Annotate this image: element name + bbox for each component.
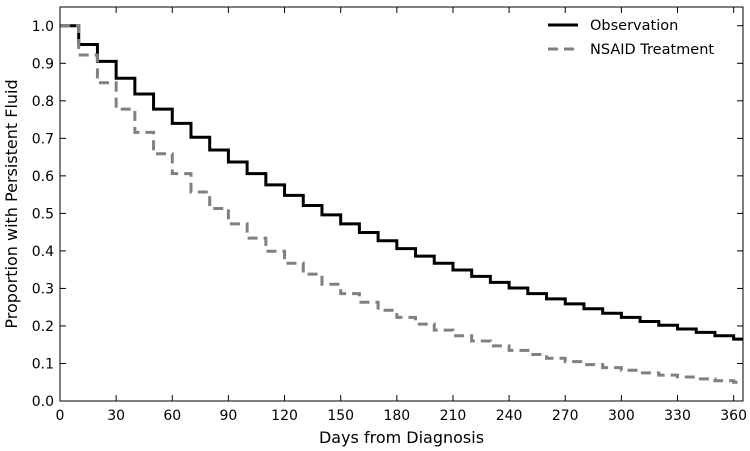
legend: Observation NSAID Treatment <box>548 18 714 58</box>
y-tick-label: 0.5 <box>32 206 54 222</box>
plot-frame <box>59 6 744 402</box>
y-tick-label: 0.7 <box>32 131 54 147</box>
y-tick-label: 0.6 <box>32 169 54 185</box>
x-tick-label: 150 <box>327 408 354 424</box>
legend-label: Observation <box>590 18 678 34</box>
y-tick-label: 1.0 <box>32 19 54 35</box>
series-group <box>60 24 743 384</box>
series-line-nsaid-treatment <box>60 24 743 384</box>
x-tick-label: 300 <box>608 408 635 424</box>
y-tick-label: 0.1 <box>32 356 54 372</box>
x-tick-label: 120 <box>271 408 298 424</box>
x-tick-label: 270 <box>552 408 579 424</box>
x-tick-label: 30 <box>107 408 125 424</box>
x-axis-label: Days from Diagnosis <box>319 428 484 447</box>
x-tick-label: 0 <box>56 408 65 424</box>
x-tick-label: 360 <box>720 408 747 424</box>
x-tick-label: 60 <box>163 408 181 424</box>
y-tick-label: 0.2 <box>32 319 54 335</box>
y-axis-label: Proportion with Persistent Fluid <box>2 79 21 328</box>
y-axis: 0.0 0.1 0.2 0.3 0.4 0.5 0.6 0.7 0.8 0.9 1.0 <box>32 19 743 410</box>
series-layer <box>60 24 743 384</box>
x-tick-label: 210 <box>440 408 467 424</box>
y-tick-label: 0.4 <box>32 244 54 260</box>
series-line-observation <box>60 24 743 341</box>
x-tick-label: 330 <box>664 408 691 424</box>
legend-label: NSAID Treatment <box>590 42 714 58</box>
x-tick-label: 180 <box>383 408 410 424</box>
y-tick-label: 0.0 <box>32 394 54 410</box>
y-tick-label: 0.9 <box>32 56 54 72</box>
x-tick-label: 90 <box>219 408 237 424</box>
x-tick-label: 240 <box>496 408 523 424</box>
x-axis: 0 30 60 90 120 150 180 210 240 270 300 330 360 <box>56 7 747 424</box>
y-tick-label: 0.3 <box>32 281 54 297</box>
y-tick-label: 0.8 <box>32 94 54 110</box>
